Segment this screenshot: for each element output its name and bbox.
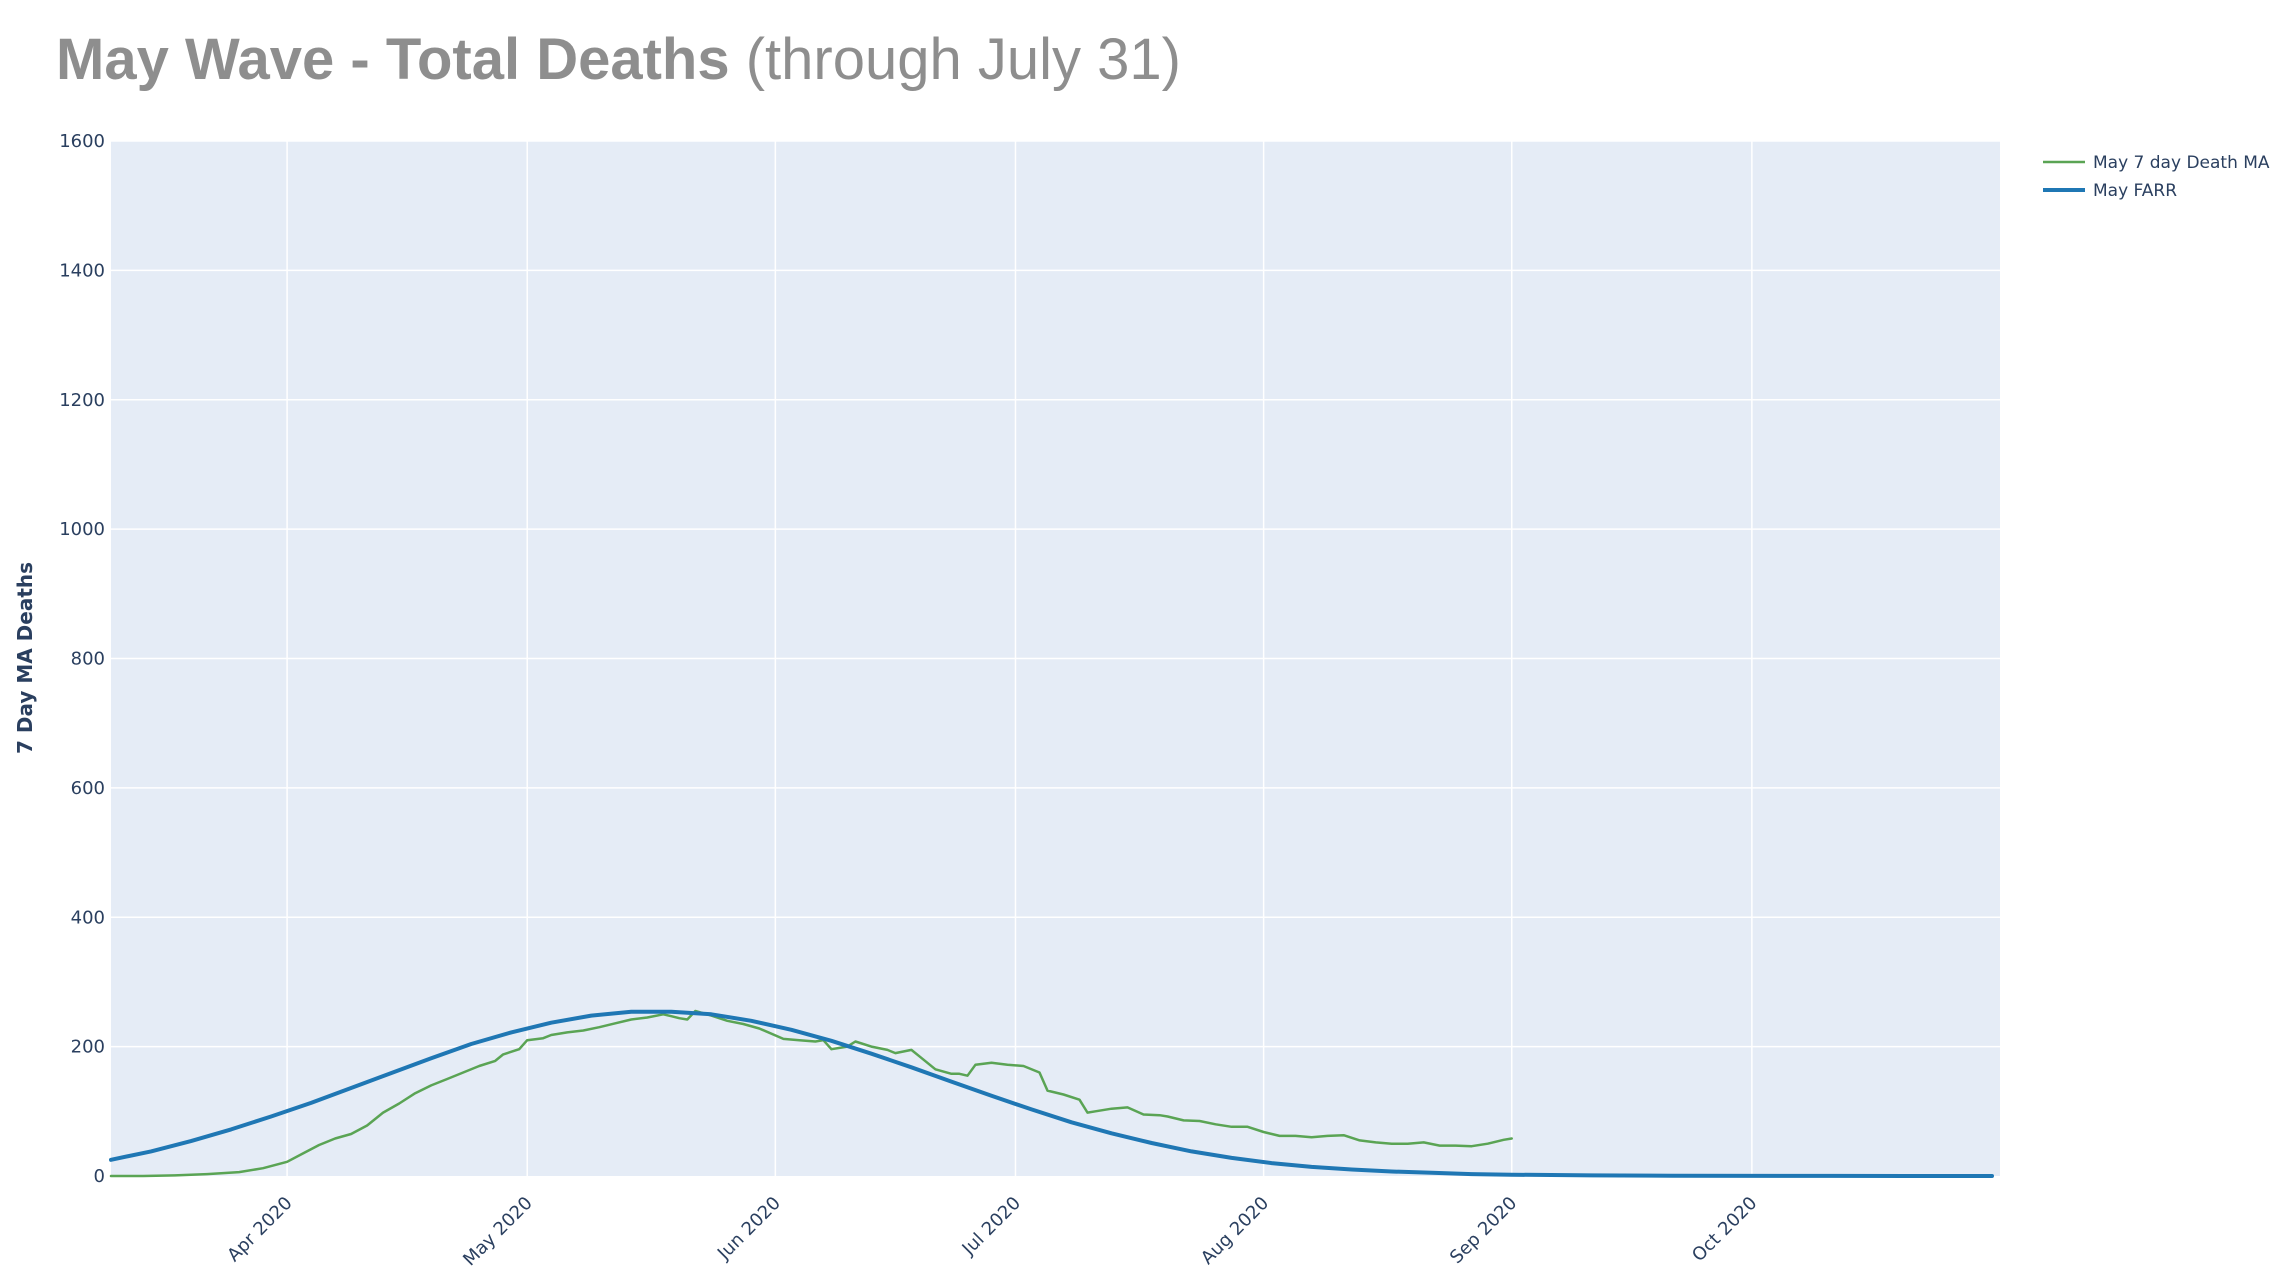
x-tick-label: Jun 2020 — [713, 1193, 785, 1265]
legend-item-0[interactable]: May 7 day Death MA — [2043, 153, 2270, 173]
series-layer — [109, 1009, 1994, 1178]
y-tick-label: 200 — [71, 1037, 105, 1058]
y-axis-label: 7 Day MA Deaths — [13, 562, 37, 754]
x-tick-label: Aug 2020 — [1197, 1193, 1273, 1269]
y-tick-label: 400 — [71, 907, 105, 928]
y-tick-label: 1200 — [59, 390, 105, 411]
x-tick-label: Oct 2020 — [1688, 1193, 1761, 1266]
y-tick-label: 600 — [71, 778, 105, 799]
series-line-0 — [109, 1009, 1513, 1178]
legend-label: May 7 day Death MA — [2093, 153, 2270, 173]
series-line-1 — [109, 1009, 1994, 1178]
legend-label: May FARR — [2093, 181, 2177, 201]
y-axis-ticks: 0 200 400 600 800 1000 1200 1400 1600 — [59, 131, 105, 1187]
y-tick-label: 1000 — [59, 519, 105, 540]
x-tick-label: Apr 2020 — [223, 1193, 296, 1266]
x-tick-label: Jul 2020 — [958, 1193, 1025, 1260]
x-axis-ticks: Apr 2020 May 2020 Jun 2020 Jul 2020 Aug 2020… — [223, 1193, 1761, 1271]
y-tick-label: 800 — [71, 649, 105, 670]
legend-item-1[interactable]: May FARR — [2043, 181, 2177, 201]
grid-lines — [111, 140, 2000, 1176]
y-tick-label: 1600 — [59, 131, 105, 152]
chart-title: May Wave - Total Deaths (through July 31… — [56, 26, 1181, 93]
x-tick-label: Sep 2020 — [1446, 1193, 1521, 1268]
chart-title-main: May Wave - Total Deaths — [56, 27, 730, 92]
chart-title-sub: (through July 31) — [729, 27, 1181, 92]
y-tick-label: 0 — [94, 1166, 105, 1187]
legend[interactable]: May 7 day Death MA May FARR — [2043, 153, 2270, 201]
x-tick-label: May 2020 — [459, 1193, 537, 1271]
y-tick-label: 1400 — [59, 260, 105, 281]
